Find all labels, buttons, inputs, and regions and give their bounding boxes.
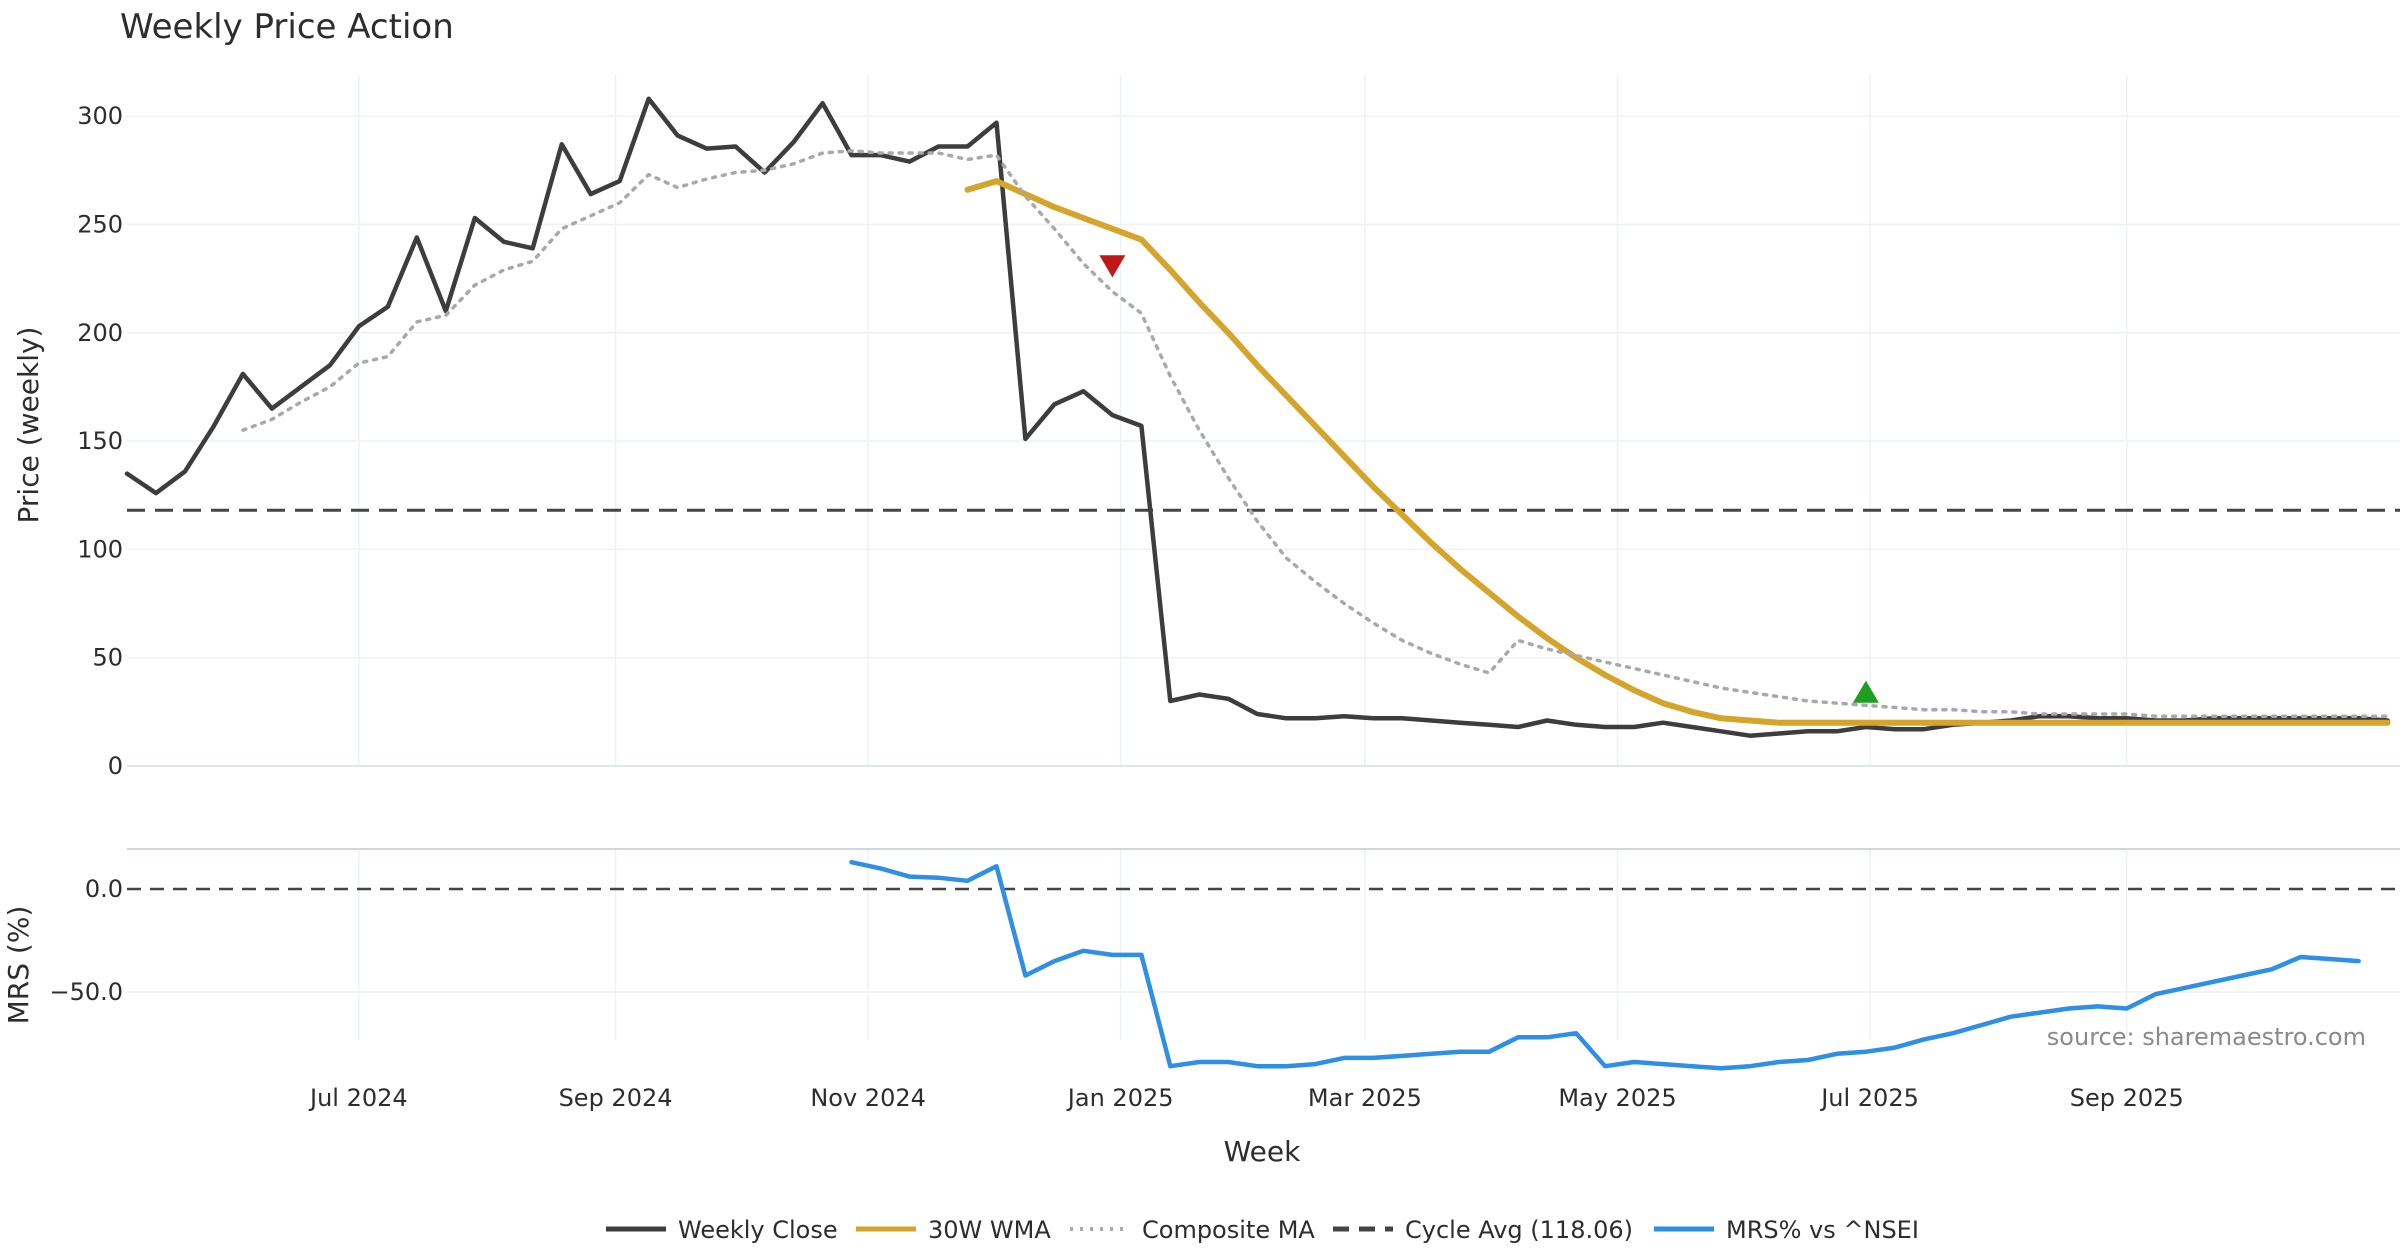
legend-label: Cycle Avg (118.06): [1405, 1216, 1633, 1244]
weekly-close-line: [124, 96, 2390, 738]
legend-label: Weekly Close: [678, 1216, 838, 1244]
legend: Weekly Close 30W WMA Composite MA Cycle Avg…: [606, 1216, 1919, 1244]
y-tick-label: 50: [92, 644, 123, 672]
y-tick-label: 300: [77, 102, 123, 130]
grid-layer: [127, 75, 2400, 1040]
x-tick-label: Nov 2024: [810, 1084, 926, 1112]
tick-labels: Jul 2024 Sep 2024 Nov 2024 Jan 2025 Mar 2025…: [49, 102, 2183, 1112]
mrs-axis-label: MRS (%): [2, 906, 35, 1025]
y-tick-label: 250: [77, 210, 123, 238]
chart-title: Weekly Price Action: [120, 7, 454, 47]
legend-label: 30W WMA: [928, 1216, 1051, 1244]
price-axis-label: Price (weekly): [12, 327, 45, 524]
x-tick-label: Mar 2025: [1308, 1084, 1422, 1112]
y-tick-label: 200: [77, 319, 123, 347]
signal-markers: [1099, 255, 1879, 703]
x-tick-label: Jan 2025: [1066, 1084, 1174, 1112]
x-tick-label: Sep 2024: [559, 1084, 673, 1112]
legend-label: MRS% vs ^NSEI: [1726, 1216, 1919, 1244]
reference-lines: [127, 508, 2400, 891]
mrs-y-tick-label: 0.0: [85, 875, 123, 903]
y-tick-label: 100: [77, 535, 123, 563]
x-tick-label: Sep 2025: [2070, 1084, 2184, 1112]
mrs-line: [849, 859, 2361, 1071]
series-layer: [124, 96, 2391, 1071]
30w-wma-line: [964, 178, 2391, 726]
buy-signal-marker: [1852, 680, 1879, 703]
legend-label: Composite MA: [1142, 1216, 1315, 1244]
y-tick-label: 0: [108, 752, 123, 780]
x-axis-label: Week: [1224, 1135, 1301, 1168]
x-tick-label: Jul 2025: [1819, 1084, 1919, 1112]
composite-ma-line: [241, 149, 2390, 718]
source-watermark: source: sharemaestro.com: [2047, 1023, 2366, 1051]
mrs-y-tick-label: −50.0: [49, 978, 123, 1006]
x-tick-label: Jul 2024: [308, 1084, 408, 1112]
sell-signal-marker: [1099, 255, 1126, 278]
x-tick-label: May 2025: [1558, 1084, 1676, 1112]
y-tick-label: 150: [77, 427, 123, 455]
